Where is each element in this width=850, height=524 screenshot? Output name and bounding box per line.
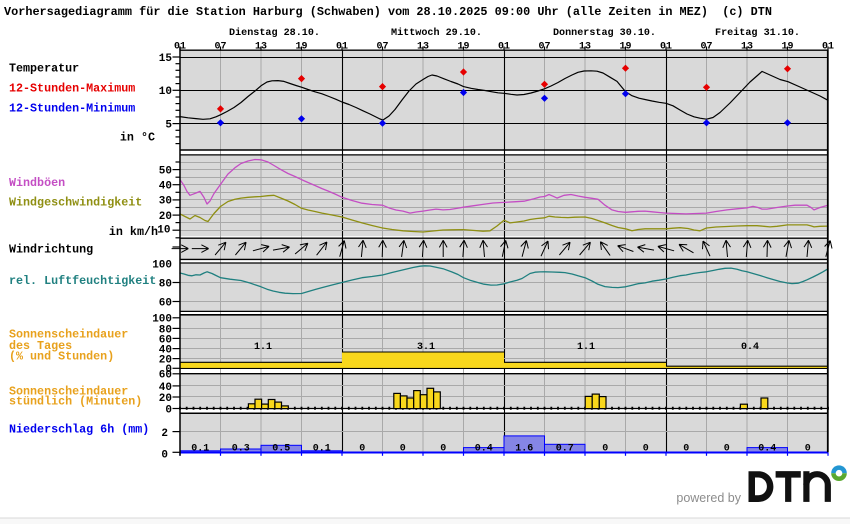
- svg-text:2: 2: [161, 428, 168, 440]
- svg-text:Windrichtung: Windrichtung: [9, 243, 93, 257]
- svg-text:50: 50: [159, 165, 172, 177]
- svg-text:13: 13: [255, 42, 267, 53]
- svg-text:01: 01: [498, 42, 510, 53]
- svg-text:1.6: 1.6: [515, 443, 533, 454]
- svg-text:in °C: in °C: [120, 131, 155, 145]
- svg-text:0.4: 0.4: [741, 342, 759, 353]
- svg-text:0.4: 0.4: [475, 443, 493, 454]
- svg-text:19: 19: [781, 42, 793, 53]
- svg-text:0: 0: [165, 364, 172, 376]
- svg-text:Windböen: Windböen: [9, 176, 65, 190]
- svg-text:1.1: 1.1: [254, 342, 272, 353]
- svg-text:0: 0: [643, 443, 649, 454]
- svg-text:07: 07: [214, 42, 226, 53]
- svg-text:19: 19: [295, 42, 307, 53]
- svg-text:40: 40: [159, 382, 172, 394]
- svg-text:Freitag 31.10.: Freitag 31.10.: [715, 27, 800, 39]
- svg-text:12-Stunden-Maximum: 12-Stunden-Maximum: [9, 82, 135, 96]
- svg-text:40: 40: [159, 345, 172, 357]
- svg-text:01: 01: [822, 42, 834, 53]
- svg-text:19: 19: [457, 42, 469, 53]
- svg-text:12-Stunden-Minimum: 12-Stunden-Minimum: [9, 102, 135, 116]
- svg-text:07: 07: [538, 42, 550, 53]
- svg-text:0: 0: [400, 443, 406, 454]
- svg-text:Dienstag 28.10.: Dienstag 28.10.: [229, 27, 320, 39]
- svg-text:0: 0: [440, 443, 446, 454]
- svg-text:Vorhersagediagramm für die Sta: Vorhersagediagramm für die Station Harbu…: [4, 5, 772, 19]
- svg-text:20: 20: [159, 393, 172, 405]
- svg-text:60: 60: [159, 298, 172, 310]
- svg-text:Donnerstag 30.10.: Donnerstag 30.10.: [553, 28, 656, 39]
- svg-text:0: 0: [683, 443, 689, 454]
- svg-text:01: 01: [174, 42, 186, 53]
- svg-text:rel. Luftfeuchtigkeit: rel. Luftfeuchtigkeit: [9, 274, 156, 288]
- svg-text:(% und Stunden): (% und Stunden): [9, 350, 114, 364]
- svg-text:0.4: 0.4: [758, 443, 776, 454]
- svg-text:3.1: 3.1: [417, 342, 435, 353]
- svg-text:01: 01: [660, 42, 672, 53]
- svg-text:100: 100: [152, 314, 172, 326]
- svg-text:0.3: 0.3: [232, 443, 250, 454]
- svg-text:13: 13: [579, 42, 591, 53]
- svg-text:0: 0: [724, 443, 730, 454]
- svg-text:0.5: 0.5: [272, 443, 290, 454]
- svg-text:in km/h: in km/h: [109, 225, 158, 239]
- svg-text:07: 07: [376, 42, 388, 53]
- svg-text:60: 60: [159, 370, 172, 382]
- svg-text:Sonnenscheindauer: Sonnenscheindauer: [9, 328, 128, 342]
- svg-text:20: 20: [159, 355, 172, 367]
- svg-text:80: 80: [159, 324, 172, 336]
- svg-text:powered by: powered by: [676, 491, 741, 505]
- svg-text:0: 0: [602, 443, 608, 454]
- svg-text:30: 30: [159, 196, 172, 208]
- svg-text:0.7: 0.7: [556, 443, 574, 454]
- svg-text:15: 15: [159, 53, 173, 65]
- svg-text:0: 0: [359, 443, 365, 454]
- svg-text:20: 20: [159, 211, 172, 223]
- svg-text:100: 100: [152, 260, 172, 272]
- svg-text:01: 01: [336, 42, 348, 53]
- svg-text:1.1: 1.1: [577, 342, 595, 353]
- svg-text:Temperatur: Temperatur: [9, 62, 79, 76]
- svg-text:Mittwoch 29.10.: Mittwoch 29.10.: [391, 27, 482, 39]
- svg-text:Sonnenscheindauer: Sonnenscheindauer: [9, 385, 128, 399]
- svg-text:07: 07: [700, 42, 712, 53]
- svg-text:5: 5: [165, 120, 172, 132]
- svg-text:19: 19: [619, 42, 631, 53]
- svg-text:0: 0: [165, 404, 172, 416]
- svg-text:0.1: 0.1: [191, 443, 209, 454]
- svg-text:Niederschlag 6h (mm): Niederschlag 6h (mm): [9, 423, 149, 437]
- svg-text:80: 80: [159, 279, 172, 291]
- svg-text:10: 10: [157, 224, 170, 236]
- svg-text:13: 13: [417, 42, 429, 53]
- svg-text:0.1: 0.1: [313, 443, 331, 454]
- svg-text:des Tages: des Tages: [9, 339, 72, 353]
- svg-text:Windgeschwindigkeit: Windgeschwindigkeit: [9, 196, 142, 210]
- svg-text:60: 60: [159, 334, 172, 346]
- svg-text:10: 10: [159, 86, 172, 98]
- svg-text:stündlich (Minuten): stündlich (Minuten): [9, 395, 142, 409]
- svg-text:0: 0: [805, 443, 811, 454]
- svg-text:0: 0: [161, 450, 168, 462]
- svg-text:40: 40: [159, 181, 172, 193]
- svg-text:13: 13: [741, 42, 753, 53]
